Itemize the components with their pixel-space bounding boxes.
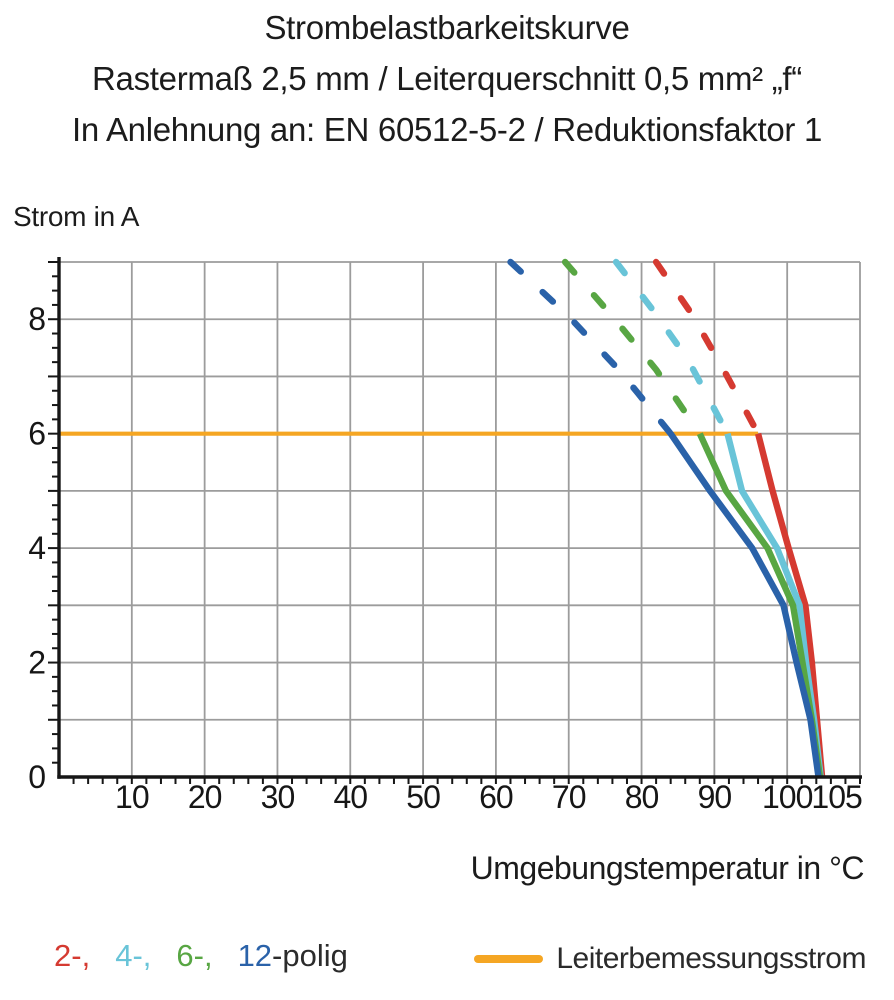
y-tick-label-2: 2 bbox=[28, 645, 45, 681]
curve-6-polig-dashed bbox=[561, 258, 703, 437]
legend-item-4-polig: 4-, bbox=[115, 938, 152, 973]
x-tick-label-40: 40 bbox=[333, 779, 367, 815]
rated-current-swatch bbox=[474, 955, 544, 963]
y-tick-label-6: 6 bbox=[28, 416, 45, 452]
curve-12-polig-solid bbox=[668, 431, 822, 778]
x-tick-label-60: 60 bbox=[479, 779, 513, 815]
chart-subtitle2: In Anlehnung an: EN 60512-5-2 / Reduktio… bbox=[71, 111, 822, 148]
y-tick-label-4: 4 bbox=[28, 530, 45, 566]
x-tick-label-100: 100 bbox=[762, 779, 813, 815]
legend-polig-word: polig bbox=[282, 938, 348, 973]
x-tick-label-90: 90 bbox=[698, 779, 732, 815]
chart-title-block: Strombelastbarkeitskurve Rastermaß 2,5 m… bbox=[0, 2, 894, 155]
curve-4-polig-dashed bbox=[612, 258, 731, 437]
y-axis-title: Strom in A bbox=[13, 201, 140, 232]
x-tick-label-50: 50 bbox=[406, 779, 440, 815]
chart-subtitle: Rastermaß 2,5 mm / Leiterquerschnitt 0,5… bbox=[92, 60, 802, 97]
x-tick-label-80: 80 bbox=[625, 779, 659, 815]
x-tick-label-20: 20 bbox=[188, 779, 222, 815]
x-tick-label-105: 105 bbox=[811, 779, 862, 815]
chart-title: Strombelastbarkeitskurve bbox=[264, 9, 630, 46]
legend-item-12-polig: 12- bbox=[237, 938, 283, 973]
x-tick-label-10: 10 bbox=[115, 779, 149, 815]
curve-2-polig-dashed bbox=[652, 258, 762, 437]
curve-12-polig-dashed bbox=[507, 258, 674, 437]
legend-item-2-polig: 2-, bbox=[54, 938, 91, 973]
rated-current-label: Leiterbemessungsstrom bbox=[556, 942, 866, 975]
y-tick-label-0: 0 bbox=[28, 759, 45, 795]
legend-poles: 2-, 4-, 6-, 12- polig bbox=[54, 938, 348, 974]
x-axis-title: Umgebungstemperatur in °C bbox=[470, 850, 865, 886]
y-tick-label-8: 8 bbox=[28, 301, 45, 337]
x-tick-label-30: 30 bbox=[261, 779, 295, 815]
legend-rated-current: Leiterbemessungsstrom bbox=[474, 940, 866, 978]
x-tick-label-70: 70 bbox=[552, 779, 586, 815]
legend-item-6-polig: 6-, bbox=[176, 938, 213, 973]
